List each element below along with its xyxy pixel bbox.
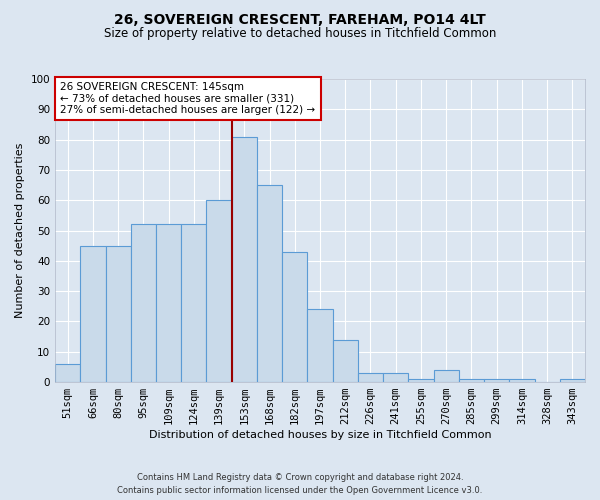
Bar xyxy=(307,310,332,382)
Bar xyxy=(232,136,257,382)
Text: Contains HM Land Registry data © Crown copyright and database right 2024.: Contains HM Land Registry data © Crown c… xyxy=(137,472,463,482)
Bar xyxy=(282,252,307,382)
Bar xyxy=(509,379,535,382)
Bar xyxy=(484,379,509,382)
Bar xyxy=(206,200,232,382)
Bar xyxy=(80,246,106,382)
Text: 26, SOVEREIGN CRESCENT, FAREHAM, PO14 4LT: 26, SOVEREIGN CRESCENT, FAREHAM, PO14 4L… xyxy=(114,12,486,26)
Bar xyxy=(409,379,434,382)
Bar xyxy=(55,364,80,382)
Text: 26 SOVEREIGN CRESCENT: 145sqm
← 73% of detached houses are smaller (331)
27% of : 26 SOVEREIGN CRESCENT: 145sqm ← 73% of d… xyxy=(61,82,316,115)
Text: Size of property relative to detached houses in Titchfield Common: Size of property relative to detached ho… xyxy=(104,28,496,40)
Bar xyxy=(459,379,484,382)
Bar xyxy=(156,224,181,382)
Bar xyxy=(181,224,206,382)
Bar xyxy=(358,373,383,382)
Bar xyxy=(257,185,282,382)
Text: Contains public sector information licensed under the Open Government Licence v3: Contains public sector information licen… xyxy=(118,486,482,495)
Y-axis label: Number of detached properties: Number of detached properties xyxy=(15,143,25,318)
Bar xyxy=(106,246,131,382)
Bar xyxy=(332,340,358,382)
Bar xyxy=(383,373,409,382)
Bar xyxy=(131,224,156,382)
Bar xyxy=(560,379,585,382)
Bar xyxy=(434,370,459,382)
X-axis label: Distribution of detached houses by size in Titchfield Common: Distribution of detached houses by size … xyxy=(149,430,491,440)
